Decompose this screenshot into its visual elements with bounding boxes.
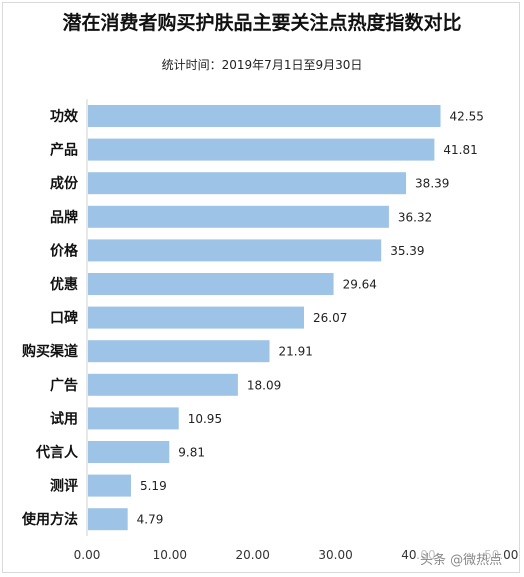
bar [88, 474, 131, 497]
category-label: 成份 [50, 175, 79, 192]
bar [88, 340, 270, 363]
data-label: 10.95 [188, 412, 222, 426]
data-label: 26.07 [313, 311, 347, 325]
data-label: 38.39 [415, 177, 449, 191]
bar [88, 373, 238, 396]
bar [88, 306, 304, 329]
bar [88, 172, 407, 195]
bar [88, 138, 435, 161]
bar [88, 239, 382, 262]
category-label: 测评 [50, 478, 78, 495]
data-label: 5.19 [140, 479, 167, 493]
category-label: 广告 [50, 377, 78, 394]
bar [88, 105, 441, 127]
category-label: 购买渠道 [22, 343, 78, 360]
category-label: 试用 [50, 410, 78, 427]
data-label: 21.91 [279, 345, 313, 359]
x-tick-label: 10.00 [153, 548, 187, 562]
data-label: 4.79 [137, 513, 164, 527]
chart-subtitle: 统计时间：2019年7月1日至9月30日 [161, 58, 363, 72]
bar [88, 441, 170, 463]
data-label: 41.81 [443, 143, 477, 157]
data-label: 18.09 [247, 378, 281, 392]
category-label: 功效 [50, 108, 79, 125]
category-label: 口碑 [50, 310, 78, 327]
data-label: 9.81 [178, 446, 205, 460]
x-tick-label: 0.00 [74, 548, 101, 562]
bar [88, 205, 389, 228]
chart-frame [2, 2, 520, 573]
bar [88, 273, 334, 295]
bar [88, 508, 128, 531]
category-label: 代言人 [35, 444, 79, 461]
data-label: 29.64 [343, 278, 377, 292]
category-label: 使用方法 [21, 511, 78, 528]
data-label: 36.32 [398, 210, 432, 224]
chart-title: 潜在消费者购买护肤品主要关注点热度指数对比 [62, 12, 462, 34]
x-tick-label: 30.00 [318, 548, 352, 562]
x-tick-label: 20.00 [236, 548, 270, 562]
category-label: 价格 [50, 242, 79, 259]
category-label: 产品 [50, 142, 78, 159]
watermark: 头条 @微热点 [418, 549, 505, 568]
bar [88, 407, 179, 430]
data-label: 35.39 [390, 244, 424, 258]
category-label: 优惠 [50, 276, 78, 293]
category-label: 品牌 [50, 209, 78, 226]
data-label: 42.55 [450, 110, 484, 124]
